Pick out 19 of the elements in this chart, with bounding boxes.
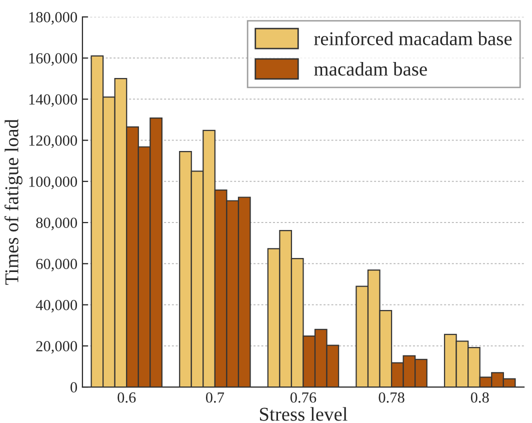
y-tick-label: 40,000	[36, 300, 78, 312]
y-tick-label: 20,000	[36, 341, 78, 354]
y-tick-label: 120,000	[29, 135, 78, 148]
y-tick-label: 100,000	[29, 176, 78, 190]
y-tick-label: 160,000	[29, 53, 78, 66]
x-tick-label: 0.8	[470, 392, 489, 403]
x-tick-label: 0.6	[118, 392, 136, 403]
y-tick-label: 180,000	[29, 12, 78, 25]
y-axis-title: Times of fatigue load	[4, 119, 22, 285]
y-tick-label: 140,000	[29, 94, 78, 107]
x-tick-label: 0.78	[378, 392, 404, 403]
y-tick-label: 60,000	[36, 258, 78, 272]
legend-label: macadam base	[314, 62, 427, 76]
x-tick-label: 0.7	[206, 392, 224, 403]
y-tick-label: 0	[70, 382, 78, 392]
y-tick-label: 80,000	[36, 218, 78, 230]
x-tick-label: 0.76	[290, 392, 316, 403]
x-axis-title: Stress level	[260, 407, 348, 421]
legend-label: reinforced macadam base	[314, 31, 512, 46]
